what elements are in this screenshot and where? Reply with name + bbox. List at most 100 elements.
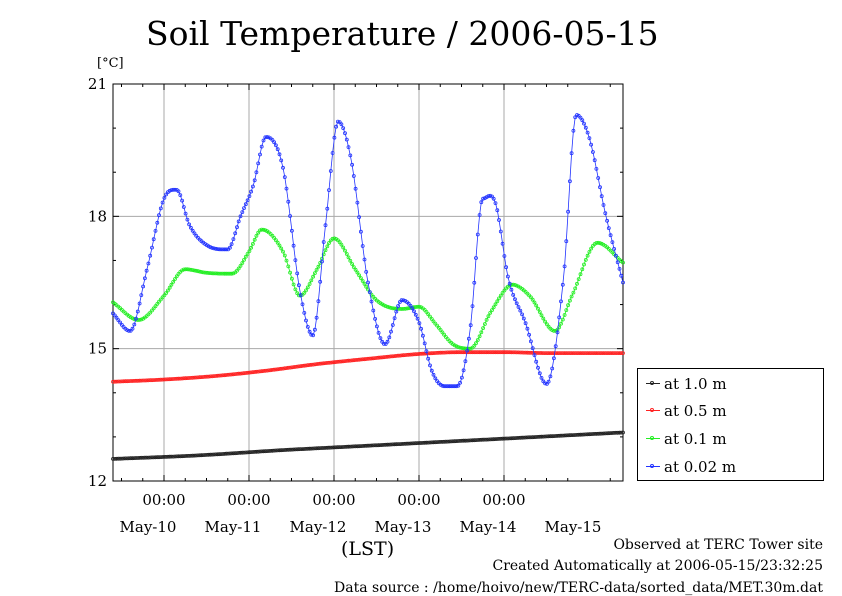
data-point bbox=[311, 333, 316, 338]
data-point bbox=[188, 453, 193, 458]
data-point bbox=[504, 350, 509, 355]
data-point bbox=[332, 445, 337, 450]
data-point bbox=[475, 338, 480, 342]
data-point bbox=[591, 351, 595, 356]
data-point bbox=[224, 247, 229, 252]
data-point bbox=[215, 271, 220, 276]
data-point bbox=[224, 451, 229, 456]
data-point bbox=[619, 430, 624, 435]
data-point bbox=[621, 430, 625, 435]
data-point bbox=[171, 279, 176, 284]
data-point bbox=[364, 357, 369, 361]
data-point bbox=[213, 452, 218, 457]
data-point bbox=[490, 437, 494, 442]
data-point bbox=[206, 452, 211, 457]
data-point bbox=[288, 365, 293, 370]
y-tick-label-0: 12 bbox=[88, 472, 107, 490]
data-point bbox=[417, 304, 422, 309]
data-point bbox=[139, 317, 144, 322]
data-point bbox=[608, 431, 613, 436]
data-point bbox=[188, 225, 193, 230]
data-point bbox=[346, 255, 351, 260]
data-point bbox=[525, 435, 530, 440]
data-point bbox=[463, 438, 468, 443]
data-point bbox=[507, 281, 512, 286]
data-point bbox=[594, 431, 599, 436]
data-point bbox=[309, 446, 314, 451]
data-point bbox=[224, 271, 229, 276]
data-point bbox=[438, 350, 443, 355]
data-point bbox=[330, 360, 335, 365]
data-point bbox=[165, 288, 170, 293]
data-point bbox=[335, 359, 340, 364]
data-point bbox=[151, 378, 156, 383]
data-point bbox=[387, 335, 392, 340]
data-point bbox=[488, 350, 493, 355]
data-point bbox=[587, 432, 592, 437]
data-point bbox=[575, 281, 579, 286]
data-point bbox=[472, 280, 477, 285]
data-point bbox=[357, 444, 362, 449]
data-point bbox=[281, 448, 285, 453]
data-point bbox=[366, 356, 370, 361]
data-point bbox=[157, 455, 161, 460]
data-point bbox=[217, 247, 222, 252]
data-point bbox=[537, 434, 542, 439]
data-point bbox=[242, 257, 246, 262]
data-point bbox=[459, 375, 464, 380]
data-point bbox=[459, 346, 464, 350]
x-tick-label-4: 00:00 bbox=[482, 491, 525, 509]
data-point bbox=[318, 446, 323, 451]
data-point bbox=[465, 438, 470, 443]
data-point bbox=[173, 376, 177, 381]
data-point bbox=[238, 450, 243, 455]
data-point bbox=[413, 312, 418, 317]
data-point bbox=[192, 453, 197, 458]
data-point bbox=[137, 317, 142, 322]
data-point bbox=[591, 432, 595, 436]
data-point bbox=[155, 377, 160, 382]
data-point bbox=[383, 342, 388, 346]
data-point bbox=[569, 351, 574, 356]
data-point bbox=[348, 153, 353, 158]
x-day-label-0: May-10 bbox=[120, 518, 177, 536]
data-point bbox=[204, 452, 209, 457]
data-point bbox=[383, 442, 388, 447]
data-point bbox=[357, 273, 362, 278]
data-point bbox=[433, 351, 438, 355]
data-point bbox=[227, 451, 232, 456]
data-point bbox=[364, 269, 369, 274]
data-point bbox=[536, 306, 540, 311]
data-point bbox=[210, 374, 215, 379]
data-point bbox=[275, 448, 280, 453]
data-point bbox=[243, 202, 248, 207]
data-point bbox=[284, 186, 289, 191]
data-point bbox=[219, 373, 223, 378]
data-point bbox=[197, 375, 202, 380]
data-point bbox=[132, 378, 137, 383]
data-point bbox=[555, 433, 560, 438]
data-point bbox=[362, 257, 367, 262]
data-point bbox=[571, 433, 576, 438]
data-point bbox=[596, 176, 601, 180]
data-point bbox=[335, 119, 340, 124]
series-line-2 bbox=[112, 229, 624, 350]
data-point bbox=[442, 384, 447, 389]
data-point bbox=[203, 374, 208, 379]
data-point bbox=[206, 374, 211, 379]
data-point bbox=[415, 304, 420, 309]
data-point bbox=[196, 453, 200, 458]
data-point bbox=[371, 356, 376, 361]
data-point bbox=[355, 200, 360, 205]
data-point bbox=[286, 365, 291, 370]
data-point bbox=[185, 267, 190, 272]
data-point bbox=[539, 313, 544, 318]
data-point bbox=[436, 440, 441, 444]
data-point bbox=[373, 443, 378, 448]
data-point bbox=[226, 451, 231, 456]
data-point bbox=[367, 443, 372, 448]
data-point bbox=[447, 350, 452, 355]
data-point bbox=[160, 455, 165, 459]
data-point bbox=[502, 254, 507, 258]
data-point bbox=[247, 370, 252, 375]
